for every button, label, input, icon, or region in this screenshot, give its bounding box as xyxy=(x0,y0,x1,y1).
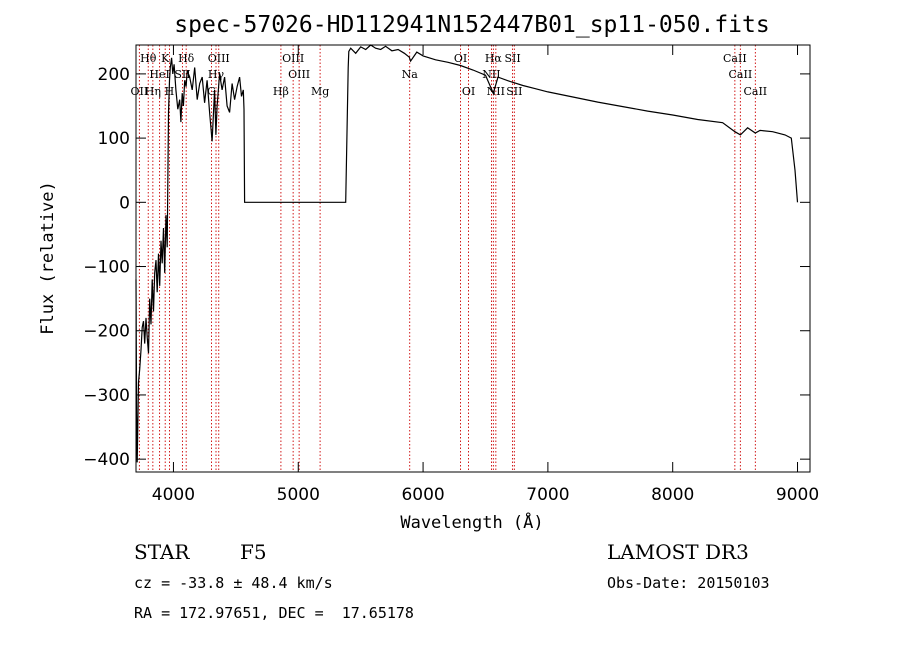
line-label-9: Hγ xyxy=(208,68,225,81)
line-label-12: OIII xyxy=(288,68,310,81)
x-axis: 4000 5000 6000 7000 8000 9000 xyxy=(152,45,819,505)
y-tick-label-5: 100 xyxy=(98,129,130,149)
x-tick-label-5: 9000 xyxy=(776,485,819,505)
x-tick-label-4: 8000 xyxy=(651,485,694,505)
line-label-11: OIII xyxy=(282,52,304,65)
redshift-velocity: cz = -33.8 ± 48.4 km/s xyxy=(134,574,333,592)
x-tick-label-2: 6000 xyxy=(401,485,444,505)
line-label-22: SII xyxy=(506,85,522,98)
x-tick-label-0: 4000 xyxy=(152,485,195,505)
y-tick-label-4: 0 xyxy=(119,193,130,213)
line-label-18: Hα xyxy=(485,52,503,65)
line-label-21: SII xyxy=(504,52,520,65)
observation-date: Obs-Date: 20150103 xyxy=(607,574,770,592)
y-axis: −400 −300 −200 −100 0 100 200 xyxy=(83,65,810,470)
y-axis-label: Flux (relative) xyxy=(38,181,58,335)
line-label-10: G xyxy=(207,85,216,98)
y-tick-label-1: −300 xyxy=(83,386,130,406)
x-tick-label-1: 5000 xyxy=(277,485,320,505)
x-axis-label: Wavelength (Å) xyxy=(400,511,543,533)
line-label-0: Hθ xyxy=(140,52,157,65)
y-tick-label-2: −200 xyxy=(83,322,130,342)
object-class: STAR xyxy=(134,540,190,564)
coordinates: RA = 172.97651, DEC = 17.65178 xyxy=(134,604,414,622)
line-label-2: HeI xyxy=(149,68,169,81)
x-tick-label-3: 7000 xyxy=(526,485,569,505)
emission-line-markers xyxy=(138,45,756,472)
line-label-4: K xyxy=(161,52,170,65)
line-label-20: NII xyxy=(487,85,505,98)
y-tick-label-3: −100 xyxy=(83,258,130,278)
line-label-1: OII xyxy=(131,85,149,98)
spectrum-chart: spec-57026-HD112941N152447B01_sp11-050.f… xyxy=(38,12,819,533)
line-label-24: CaII xyxy=(729,68,753,81)
line-label-3: Hη xyxy=(145,85,161,98)
line-label-7: Hδ xyxy=(178,52,195,65)
chart-title: spec-57026-HD112941N152447B01_sp11-050.f… xyxy=(174,12,769,38)
object-subclass: F5 xyxy=(240,540,267,564)
survey-name: LAMOST DR3 xyxy=(607,540,749,564)
line-label-14: Mg xyxy=(311,85,329,98)
line-label-17: OI xyxy=(462,85,475,98)
spectrum-line xyxy=(135,44,799,463)
line-label-15: Na xyxy=(402,68,419,81)
line-label-25: CaII xyxy=(743,85,767,98)
y-tick-label-6: 200 xyxy=(98,65,130,85)
line-label-13: Hβ xyxy=(273,85,289,98)
y-tick-label-0: −400 xyxy=(83,450,130,470)
line-label-23: CaII xyxy=(723,52,747,65)
line-label-8: OIII xyxy=(208,52,230,65)
line-label-16: OI xyxy=(454,52,467,65)
plot-frame xyxy=(135,44,811,473)
